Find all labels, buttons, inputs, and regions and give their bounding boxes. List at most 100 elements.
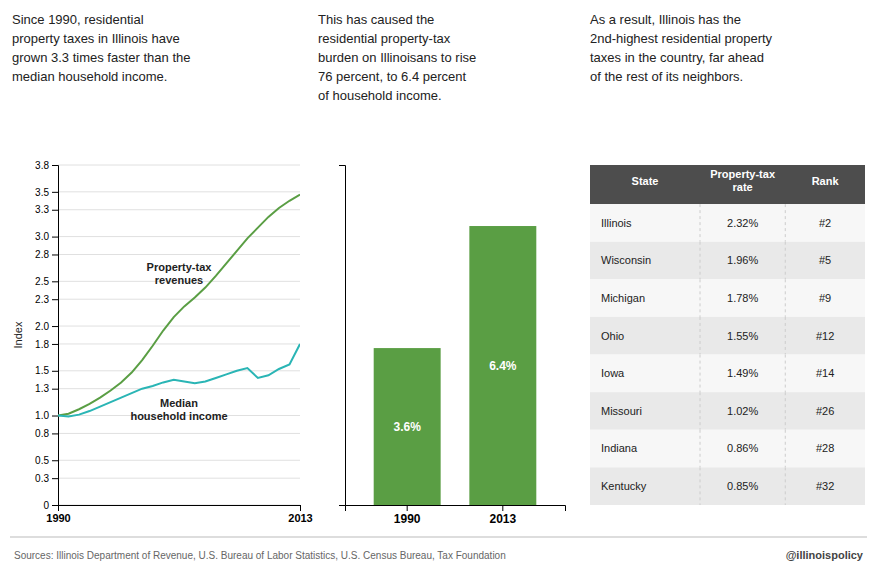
- tick-label: 3.5: [35, 187, 49, 198]
- tick-mark: [52, 210, 58, 211]
- column-separator: [785, 355, 786, 393]
- subtitle: Since 1990, residentialproperty taxes in…: [12, 12, 190, 84]
- text-line: Property-tax: [710, 168, 776, 180]
- column-separator: [700, 242, 701, 280]
- tick-label: 2.8: [35, 249, 49, 260]
- tick-label: 2013: [489, 512, 516, 526]
- subtitle: This has caused theresidential property-…: [318, 12, 476, 103]
- table-cell: Wisconsin: [601, 254, 651, 266]
- series-line: [58, 195, 300, 416]
- line-chart: 00.30.50.81.01.31.51.82.02.32.52.83.03.3…: [12, 160, 313, 524]
- tick-mark: [52, 505, 58, 506]
- tick: 1.8: [35, 339, 58, 350]
- axis-line: [339, 166, 346, 506]
- tick-label: 0.5: [35, 455, 49, 466]
- tick: 3.3: [35, 204, 58, 215]
- tick: 3.0: [35, 231, 58, 242]
- text-line: residential property-tax: [318, 31, 451, 46]
- column-separator: [785, 242, 786, 280]
- column-separator: [785, 317, 786, 355]
- x-axis: 1990 2013: [346, 505, 566, 526]
- grid-line: [58, 191, 300, 192]
- table-row: [590, 467, 865, 505]
- tick-label: 2.0: [35, 321, 49, 332]
- page: Since 1990, residentialproperty taxes in…: [0, 0, 877, 578]
- tick-label: 0: [43, 500, 49, 511]
- tick: 2013: [288, 505, 312, 524]
- table-cell: #5: [819, 254, 831, 266]
- footer-rule: [10, 537, 867, 538]
- grid-line: [58, 370, 300, 371]
- text-line: 76 percent, to 6.4 percent: [318, 69, 467, 84]
- bar-chart: 199020133.6%6.4%: [339, 166, 566, 526]
- tick-label: 2.5: [35, 276, 49, 287]
- tick-mark: [52, 254, 58, 255]
- table-row: [590, 430, 865, 468]
- tick-mark: [52, 237, 58, 238]
- grid-line: [58, 478, 300, 479]
- tick: 0.8: [35, 428, 58, 439]
- text-line: household income: [130, 410, 227, 422]
- subtitle: As a result, Illinois has the2nd-highest…: [590, 12, 773, 84]
- table-cell: Missouri: [601, 405, 642, 417]
- column-separator: [785, 279, 786, 317]
- text-line: of household income.: [318, 88, 442, 103]
- table-row: [590, 392, 865, 430]
- tick-label: 2013: [288, 512, 312, 524]
- y-axis: 00.30.50.81.01.31.51.82.02.32.52.83.03.3…: [35, 160, 58, 511]
- text-line: of the rest of its neighbors.: [590, 69, 743, 84]
- grid-line: [58, 388, 300, 389]
- tick-mark: [52, 326, 58, 327]
- table-cell: 1.02%: [727, 405, 758, 417]
- annotation: Medianhousehold income: [130, 397, 227, 422]
- column-separator: [700, 204, 701, 242]
- table-row: [590, 279, 865, 317]
- text-line: median household income.: [12, 69, 167, 84]
- table-row: [590, 242, 865, 280]
- tick: 2.5: [35, 276, 58, 287]
- data-label: 6.4%: [489, 359, 517, 373]
- tick-mark: [52, 371, 58, 372]
- table-cell: 0.86%: [727, 442, 758, 454]
- tick-label: 1990: [394, 512, 421, 526]
- table-row: [590, 355, 865, 393]
- tick-mark: [52, 478, 58, 479]
- table-cell: #32: [816, 480, 834, 492]
- tick-mark: [407, 505, 408, 511]
- tick-mark: [300, 505, 301, 511]
- table-cell: 1.49%: [727, 367, 758, 379]
- y-axis: [339, 166, 346, 506]
- tick: 1990: [394, 505, 421, 526]
- table-cell: Kentucky: [601, 480, 647, 492]
- table-cell: #26: [816, 405, 834, 417]
- column-separator: [700, 392, 701, 430]
- text-line: grown 3.3 times faster than the: [12, 50, 190, 65]
- tick-mark: [52, 344, 58, 345]
- axis-line: [52, 166, 59, 506]
- tick-label: 0.3: [35, 473, 49, 484]
- tick: 3.8: [35, 160, 58, 171]
- grid: [58, 165, 300, 505]
- tick-label: 0.8: [35, 428, 49, 439]
- table-cell: 0.85%: [727, 480, 758, 492]
- tick-mark: [52, 299, 58, 300]
- tick-label: 1.5: [35, 365, 49, 376]
- tick-label: 3.0: [35, 231, 49, 242]
- text-line: As a result, Illinois has the: [590, 12, 741, 27]
- table-cell: Illinois: [601, 217, 632, 229]
- text-line: Median: [160, 397, 198, 409]
- grid-line: [58, 299, 300, 300]
- grid-line: [58, 165, 300, 166]
- grid-line: [58, 343, 300, 344]
- table-cell: Michigan: [601, 292, 645, 304]
- tick-label: 1990: [46, 512, 70, 524]
- tick-mark: [52, 389, 58, 390]
- grid-line: [58, 209, 300, 210]
- grid-line: [58, 236, 300, 237]
- x-axis: 1990 2013: [46, 505, 312, 524]
- tick: 1.0: [35, 410, 58, 421]
- bar: [469, 226, 536, 505]
- table-cell: 1.78%: [727, 292, 758, 304]
- table-cell: #12: [816, 330, 834, 342]
- tick: 3.5: [35, 187, 58, 198]
